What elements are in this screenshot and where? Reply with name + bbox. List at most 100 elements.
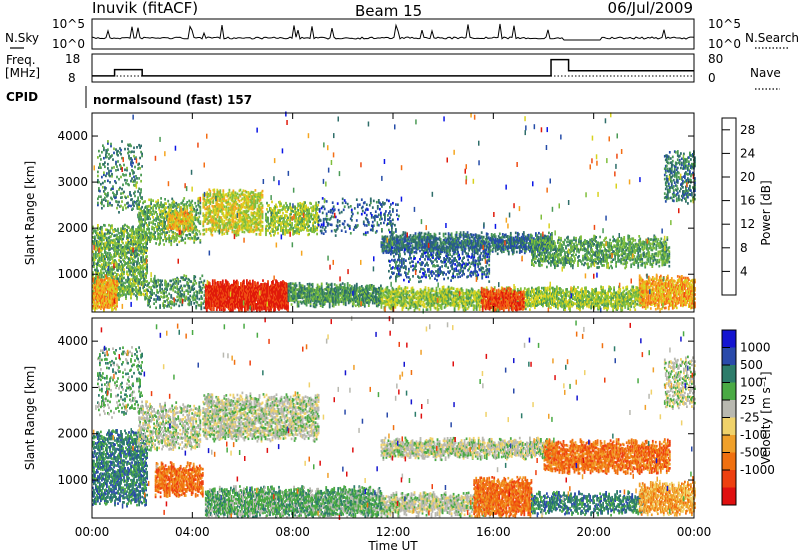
power-cell	[148, 302, 150, 306]
power-cell	[208, 300, 211, 304]
power-cell	[174, 210, 177, 214]
power-cell	[117, 238, 119, 241]
power-cell	[178, 234, 181, 237]
power-cell	[251, 228, 254, 232]
power-cell	[208, 219, 211, 223]
power-cell	[184, 222, 187, 226]
power-cell	[183, 216, 186, 219]
power-cell	[244, 297, 246, 301]
power-cell	[236, 304, 238, 308]
power-cell	[266, 224, 268, 228]
power-cell	[308, 282, 311, 286]
power-cell	[242, 291, 244, 294]
power-cell	[238, 216, 241, 220]
power-cell	[223, 283, 226, 286]
power-cell	[307, 233, 309, 237]
power-cell	[146, 269, 148, 273]
power-cell	[127, 246, 129, 250]
power-cell	[313, 230, 315, 234]
power-cell	[241, 289, 243, 292]
power-cell	[118, 211, 120, 214]
power-cell	[115, 160, 117, 164]
power-cell	[259, 294, 261, 298]
power-cell	[226, 230, 229, 233]
power-cell	[99, 164, 101, 168]
power-cell	[230, 223, 233, 226]
power-cell	[102, 299, 104, 303]
power-cell	[94, 254, 96, 257]
power-cell	[125, 247, 127, 251]
power-cell	[216, 291, 219, 294]
power-cell	[226, 224, 229, 227]
power-cell	[171, 284, 174, 287]
power-cell	[258, 216, 261, 219]
power-cell	[277, 290, 279, 293]
power-cell	[97, 240, 99, 244]
power-cell	[97, 290, 99, 293]
power-cell	[97, 296, 99, 299]
power-cell	[114, 292, 116, 295]
power-cell	[277, 286, 279, 289]
power-cell	[246, 287, 248, 291]
power-cell	[304, 292, 307, 295]
power-cell	[290, 212, 292, 216]
power-cell	[292, 282, 295, 286]
power-cell	[163, 306, 165, 309]
power-cell	[231, 210, 234, 213]
power-cell	[139, 218, 141, 221]
power-cell	[237, 198, 240, 201]
power-cell	[191, 215, 194, 219]
power-cell	[112, 191, 114, 195]
power-cell	[293, 290, 296, 293]
power-cell	[167, 297, 170, 300]
power-cell	[296, 213, 298, 216]
power-cell	[217, 192, 220, 196]
power-cell	[280, 293, 282, 297]
power-cell	[127, 234, 129, 237]
power-cell	[257, 306, 259, 310]
power-cell	[215, 298, 218, 301]
power-cell	[212, 289, 215, 293]
power-cell	[287, 287, 290, 290]
power-cell	[264, 282, 266, 286]
power-cell	[298, 290, 301, 293]
power-cell	[107, 256, 109, 259]
power-cell	[217, 283, 220, 286]
power-cell	[282, 228, 284, 232]
power-cell	[129, 157, 131, 161]
power-cell	[235, 286, 237, 290]
power-cell	[315, 201, 317, 205]
power-cell	[235, 221, 238, 225]
power-cell	[278, 219, 280, 223]
power-cell	[238, 218, 241, 222]
power-cell	[192, 220, 195, 224]
power-cell	[178, 213, 181, 216]
power-cell	[97, 273, 99, 277]
power-cell	[171, 214, 174, 217]
power-cell	[138, 291, 140, 294]
power-cell	[226, 293, 229, 297]
power-cell	[172, 297, 175, 300]
power-cell	[140, 245, 142, 249]
power-cell	[187, 284, 190, 287]
power-cell	[106, 277, 108, 280]
power-cell	[191, 210, 194, 213]
power-cell	[168, 208, 171, 212]
power-cell	[183, 274, 186, 277]
power-cell	[145, 292, 147, 296]
power-cell	[92, 250, 94, 254]
power-cell	[129, 191, 131, 194]
power-cell	[217, 223, 220, 227]
power-cell	[270, 288, 272, 292]
power-cell	[184, 212, 187, 216]
power-cell	[252, 191, 255, 194]
power-cell	[278, 201, 280, 204]
power-cell	[163, 243, 165, 246]
power-cell	[185, 223, 188, 227]
power-cell	[191, 199, 194, 203]
power-cell	[101, 236, 103, 239]
power-cell	[218, 306, 221, 309]
power-cell	[138, 287, 140, 290]
power-cell	[241, 193, 244, 196]
power-cell	[276, 299, 278, 302]
